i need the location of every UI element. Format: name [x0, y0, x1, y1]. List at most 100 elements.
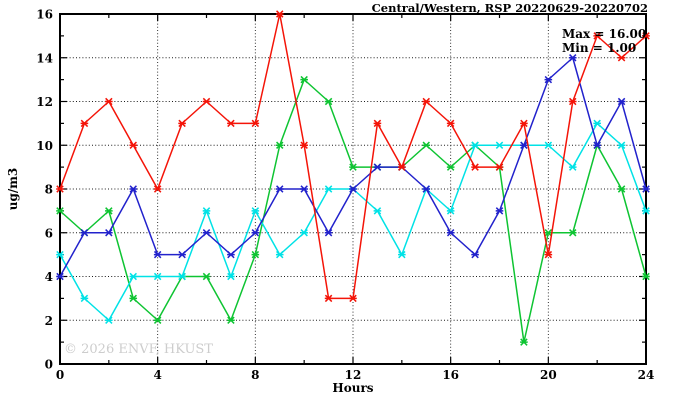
series-cyan-marker [642, 207, 650, 215]
x-tick-label: 12 [345, 368, 362, 382]
series-cyan-marker [617, 141, 626, 149]
series-cyan-marker [202, 207, 211, 215]
series-red-marker [324, 294, 333, 303]
series-blue-marker [373, 163, 382, 171]
series-red-line [59, 13, 647, 300]
series-blue-marker [544, 75, 553, 84]
series-cyan-marker [544, 141, 553, 149]
series-blue-marker [300, 185, 308, 193]
series-cyan-marker [105, 316, 113, 324]
x-tick-label: 0 [56, 368, 64, 382]
series-blue-marker [178, 250, 186, 259]
series-blue-marker [80, 229, 89, 237]
series-blue-marker [471, 250, 479, 259]
min-value-label: Min = 1.00 [562, 41, 637, 55]
y-tick-label: 0 [45, 358, 53, 372]
series-red-marker [446, 119, 455, 128]
y-axis-title: ug/m3 [6, 167, 20, 211]
series-green-marker [251, 250, 260, 259]
y-tick-label: 14 [36, 51, 53, 65]
series-red-marker [471, 163, 479, 171]
series-blue-marker [568, 54, 577, 62]
y-tick-label: 4 [45, 270, 53, 284]
series-red-marker [495, 163, 504, 171]
y-tick-label: 10 [36, 139, 53, 153]
series-blue-marker [56, 272, 64, 281]
series-cyan-marker [251, 207, 260, 215]
series-cyan-marker [471, 141, 479, 149]
series-cyan-marker [495, 141, 504, 149]
series-green-marker [349, 163, 357, 171]
series-red-marker [617, 54, 626, 62]
series-blue-marker [227, 250, 235, 259]
y-tick-label: 12 [36, 95, 53, 109]
series-red-marker [544, 250, 553, 259]
series-blue-marker [495, 207, 504, 215]
series-red-marker [153, 185, 162, 193]
series-cyan-marker [568, 163, 577, 171]
series-blue-marker [422, 185, 431, 193]
series-blue-marker [153, 250, 162, 259]
series-cyan-marker [227, 272, 235, 281]
y-tick-label: 8 [45, 183, 53, 197]
series-red-marker [520, 119, 528, 128]
series-red-marker [129, 141, 138, 149]
series-green-marker [617, 185, 626, 193]
max-value-label: Max = 16.00 [562, 27, 647, 41]
series-cyan-marker [129, 272, 138, 281]
series-green-marker [105, 207, 113, 215]
series-cyan-marker [275, 250, 284, 259]
x-tick-label: 24 [638, 368, 655, 382]
series-cyan-marker [178, 272, 186, 281]
series-green-marker [202, 272, 211, 281]
series-blue-marker [446, 229, 455, 237]
x-axis-title: Hours [332, 381, 374, 395]
series-blue-marker [349, 185, 357, 193]
series-green-marker [568, 229, 577, 237]
series-red-marker [593, 32, 601, 40]
series-red-marker [105, 97, 113, 106]
series-cyan-marker [593, 119, 601, 128]
series-green-marker [153, 316, 162, 324]
watermark: © 2026 ENVF, HKUST [64, 342, 213, 357]
x-tick-label: 8 [251, 368, 259, 382]
series-blue-marker [275, 185, 284, 193]
series-red-marker [300, 141, 308, 149]
series-cyan-marker [398, 250, 406, 259]
series-green-marker [446, 163, 455, 171]
series-green-marker [300, 75, 308, 84]
series-red-marker [202, 97, 211, 106]
series-blue-marker [642, 185, 650, 193]
series-blue-marker [520, 141, 528, 149]
x-tick-label: 4 [153, 368, 161, 382]
series-green-marker [56, 207, 64, 215]
series-green-marker [422, 141, 431, 149]
y-tick-label: 16 [36, 8, 53, 22]
series-blue-marker [202, 229, 211, 237]
series-green-marker [129, 294, 138, 303]
series-red-marker [56, 185, 64, 193]
series-red-marker [373, 119, 382, 128]
y-tick-label: 6 [45, 226, 53, 240]
series-blue-marker [593, 141, 601, 149]
series-blue-marker [324, 229, 333, 237]
series-red-marker [178, 119, 186, 128]
series-red-marker [568, 97, 577, 106]
series-cyan-marker [153, 272, 162, 281]
y-tick-label: 2 [45, 314, 53, 328]
stats-annotation: Max = 16.00 Min = 1.00 [562, 27, 646, 55]
series-red-marker [349, 294, 357, 303]
series-red-marker [642, 32, 650, 40]
series-red-marker [275, 10, 284, 18]
series-cyan-marker [300, 229, 308, 237]
series-green-marker [642, 272, 650, 281]
series-cyan-marker [446, 207, 455, 215]
series-red-marker [80, 119, 89, 128]
series-cyan-marker [56, 250, 64, 259]
series-cyan-marker [373, 207, 382, 215]
series-red-marker [227, 119, 235, 128]
series-cyan-line [59, 122, 647, 321]
series-green-marker [227, 316, 235, 324]
